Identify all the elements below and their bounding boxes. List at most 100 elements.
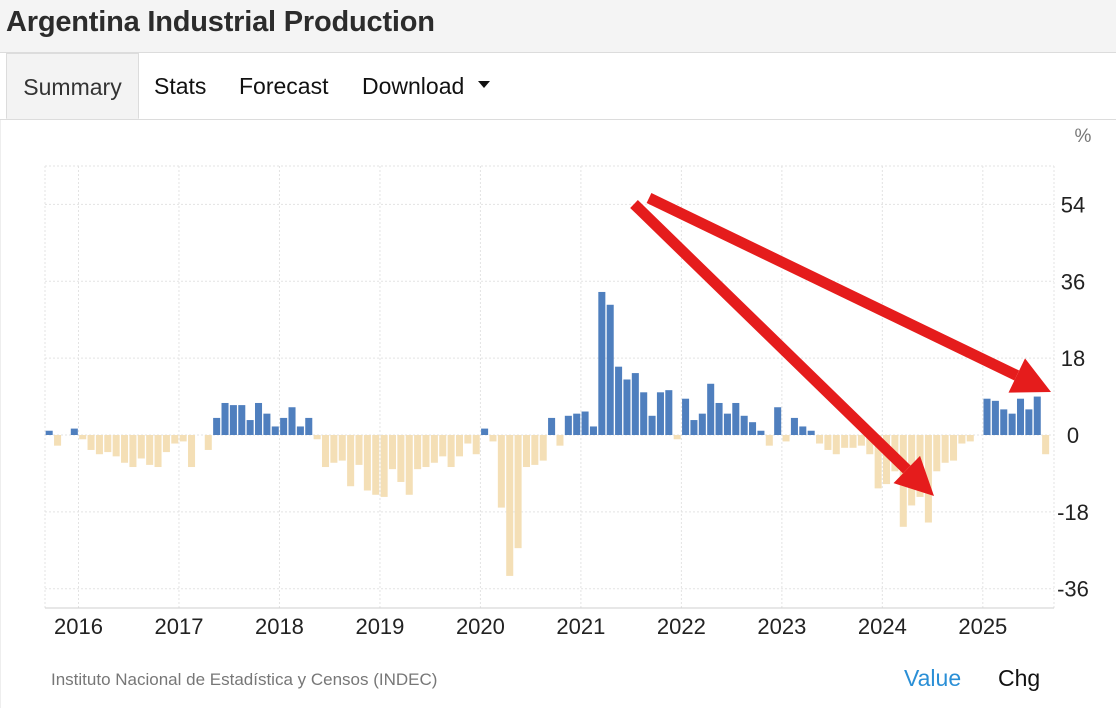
bar — [497, 435, 505, 508]
bar — [832, 435, 840, 455]
bar — [573, 413, 581, 435]
bar — [129, 435, 137, 468]
bar — [179, 435, 187, 442]
bar — [849, 435, 857, 448]
y-tick-label: 0 — [1067, 423, 1079, 448]
bar — [321, 435, 330, 468]
bar — [866, 435, 874, 455]
header-bar: Argentina Industrial Production — [0, 0, 1116, 53]
bar — [79, 435, 87, 440]
bar — [313, 435, 321, 440]
arrow-shaft — [630, 200, 911, 474]
bar — [1025, 409, 1033, 435]
bar — [112, 435, 120, 457]
bar — [188, 435, 196, 468]
bar — [372, 435, 380, 495]
bar — [656, 392, 664, 435]
bar — [824, 435, 832, 450]
x-tick-label: 2021 — [556, 614, 605, 639]
bar — [841, 435, 849, 448]
bar — [589, 426, 597, 435]
bar — [388, 435, 397, 470]
bar — [665, 390, 673, 435]
bar — [54, 435, 62, 446]
x-tick-label: 2016 — [54, 614, 103, 639]
bar — [380, 435, 388, 497]
bar — [171, 435, 179, 444]
bar — [615, 366, 623, 435]
bar — [422, 435, 430, 468]
bar — [682, 398, 690, 435]
bar — [564, 415, 572, 435]
y-tick-label: -36 — [1057, 577, 1089, 602]
annotation-arrows — [630, 193, 1051, 496]
bar — [263, 413, 271, 435]
tab-download[interactable]: Download — [362, 53, 491, 119]
bars — [45, 291, 1050, 576]
bar — [1000, 409, 1008, 435]
x-tick-label: 2024 — [858, 614, 907, 639]
value-toggle[interactable]: Value — [904, 665, 962, 691]
bar — [941, 435, 949, 463]
bar — [45, 430, 53, 435]
bar — [229, 405, 237, 435]
bar — [606, 304, 614, 435]
bar — [950, 435, 958, 461]
bar — [790, 417, 798, 435]
y-tick-label: -18 — [1057, 500, 1089, 525]
bar — [213, 417, 221, 435]
bar — [774, 407, 782, 435]
x-tick-label: 2023 — [757, 614, 806, 639]
bar — [255, 402, 263, 435]
bar — [405, 435, 413, 495]
bar — [723, 413, 731, 435]
bar — [749, 422, 757, 435]
bar — [464, 435, 472, 444]
bar — [933, 435, 941, 472]
x-tick-label: 2025 — [958, 614, 1007, 639]
bar — [146, 435, 154, 465]
bar — [757, 430, 765, 435]
chart-area: 2016 2017 2018 2019 2020 2021 2022 2023 2024 2025… — [0, 120, 1116, 708]
bar — [1008, 413, 1016, 435]
bar — [137, 435, 145, 459]
bar — [598, 291, 606, 435]
bar — [556, 435, 564, 446]
y-unit-label: % — [1075, 126, 1092, 147]
chg-toggle[interactable]: Chg — [998, 665, 1041, 691]
bar — [104, 435, 112, 453]
bar — [924, 435, 932, 523]
x-tick-label: 2020 — [456, 614, 505, 639]
bar — [966, 435, 974, 442]
bar — [221, 402, 229, 435]
bar — [1033, 396, 1041, 435]
bar — [472, 435, 480, 455]
bar — [347, 435, 355, 487]
bar — [648, 415, 656, 435]
x-tick-label: 2018 — [255, 614, 304, 639]
bar — [455, 435, 464, 457]
arrow-shaft — [646, 193, 1020, 381]
bar — [640, 392, 648, 435]
bar — [707, 383, 715, 435]
bar — [162, 435, 170, 453]
bar-chart: 2016 2017 2018 2019 2020 2021 2022 2023 2024 2025… — [44, 126, 1092, 639]
tab-summary[interactable]: Summary — [6, 53, 139, 119]
bar — [623, 379, 631, 435]
bar — [857, 435, 865, 446]
y-tick-label: 54 — [1061, 192, 1085, 217]
x-tick-label: 2017 — [154, 614, 203, 639]
bar — [246, 420, 254, 435]
tab-forecast[interactable]: Forecast — [239, 73, 329, 99]
bar — [816, 435, 824, 444]
y-tick-label: 18 — [1061, 346, 1085, 371]
bar — [715, 402, 723, 435]
bar — [238, 405, 246, 435]
bar — [799, 426, 807, 435]
bar — [296, 426, 304, 435]
tab-stats[interactable]: Stats — [154, 73, 207, 99]
caret-down-icon — [478, 81, 491, 89]
bar — [581, 411, 589, 435]
bar — [807, 430, 815, 435]
bar — [330, 435, 338, 463]
